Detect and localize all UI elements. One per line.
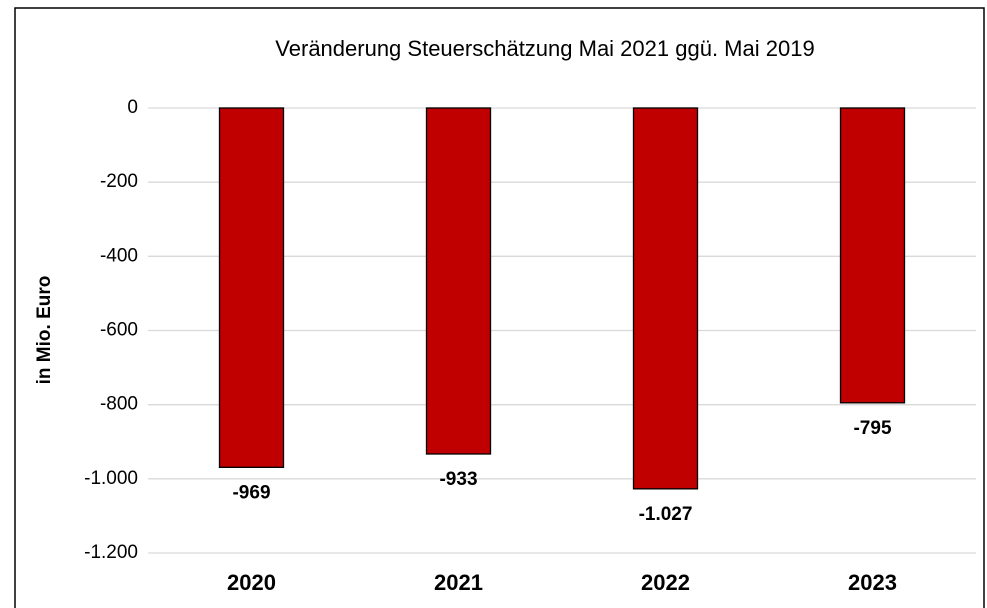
y-tick-label: -600 xyxy=(100,320,138,341)
chart-frame xyxy=(14,7,985,608)
y-tick-label: 0 xyxy=(127,97,138,118)
data-label: -1.027 xyxy=(639,504,693,525)
x-tick-label: 2021 xyxy=(434,570,483,595)
bar xyxy=(839,107,906,404)
data-label: -933 xyxy=(439,469,477,490)
y-axis-label: in Mio. Euro xyxy=(34,276,55,385)
bar xyxy=(218,107,285,468)
y-tick-label: -800 xyxy=(100,394,138,415)
data-label: -969 xyxy=(232,482,270,503)
data-label: -795 xyxy=(853,418,891,439)
x-tick-label: 2020 xyxy=(227,570,276,595)
y-tick-label: -1.000 xyxy=(84,468,138,489)
y-tick-label: -400 xyxy=(100,245,138,266)
x-tick-label: 2023 xyxy=(848,570,897,595)
y-tick-label: -200 xyxy=(100,171,138,192)
x-tick-label: 2022 xyxy=(641,570,690,595)
bar xyxy=(632,107,699,490)
bar xyxy=(425,107,492,455)
y-tick-label: -1.200 xyxy=(84,542,138,563)
chart-title: Veränderung Steuerschätzung Mai 2021 ggü… xyxy=(275,36,814,61)
